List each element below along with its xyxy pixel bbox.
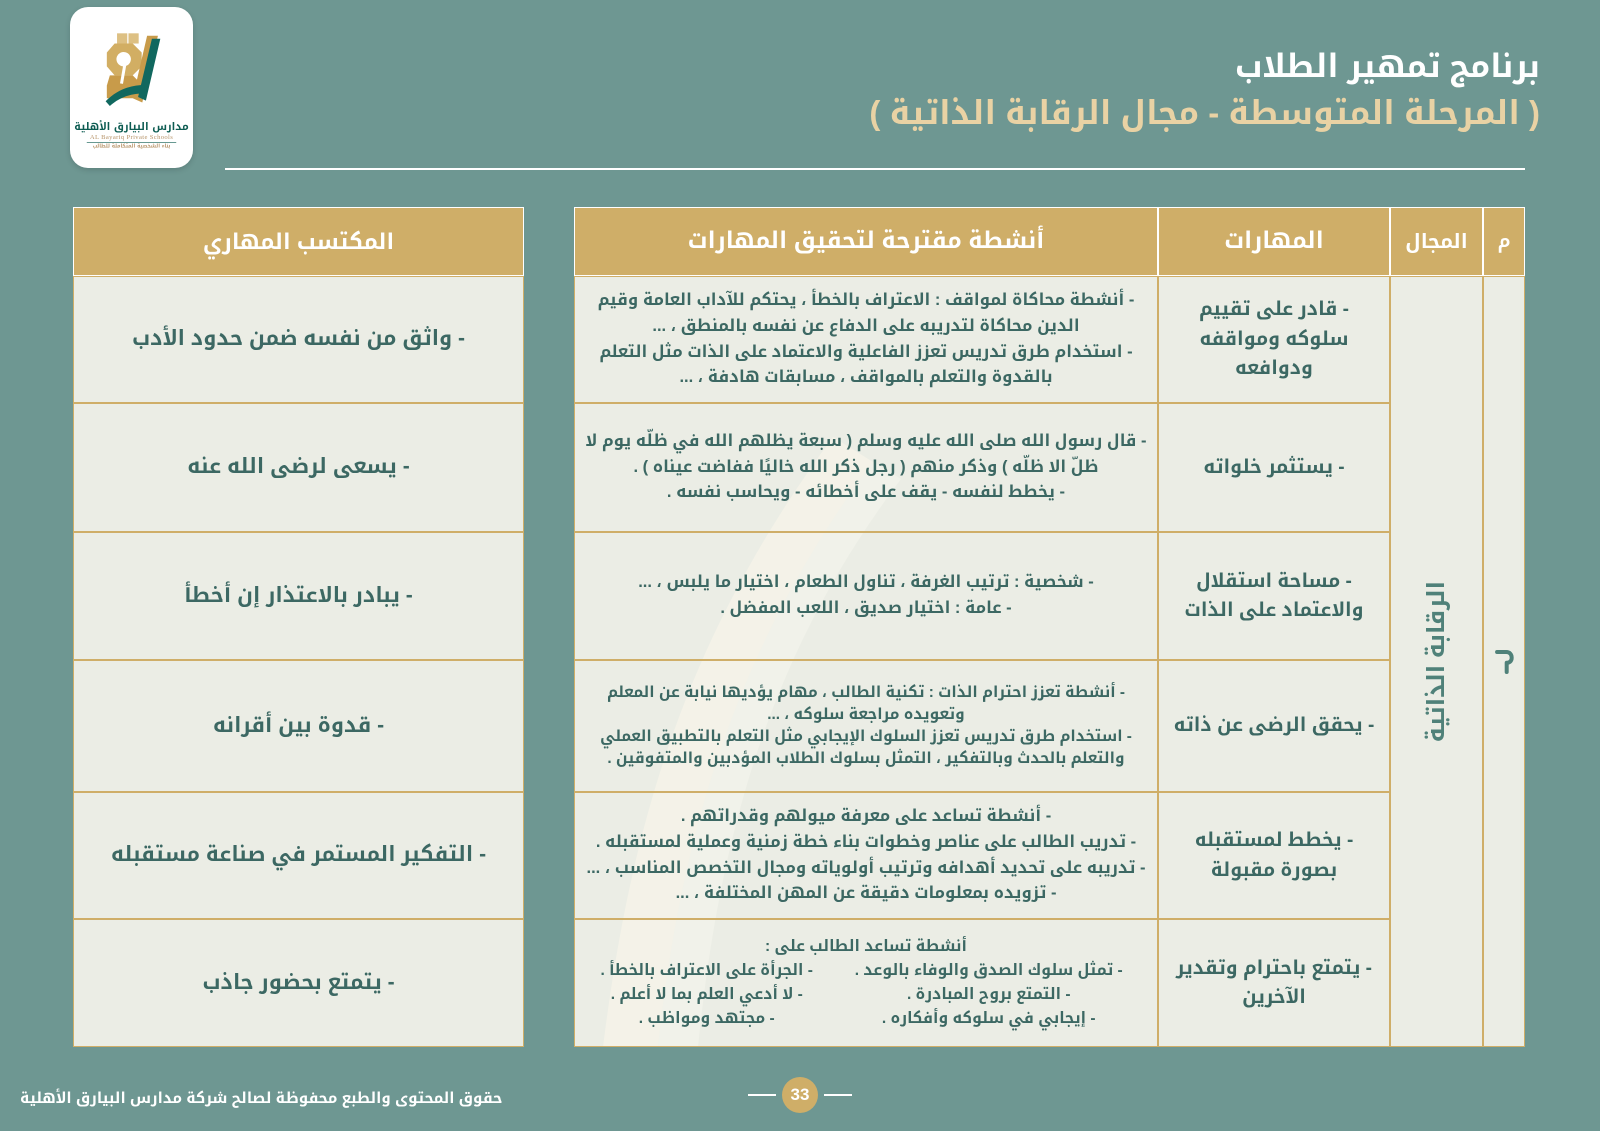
svg-text:بناء الشخصية المتكاملة للطالب: بناء الشخصية المتكاملة للطالب — [93, 142, 171, 152]
svg-text:AL Bayariq Private Schools: AL Bayariq Private Schools — [90, 134, 173, 141]
